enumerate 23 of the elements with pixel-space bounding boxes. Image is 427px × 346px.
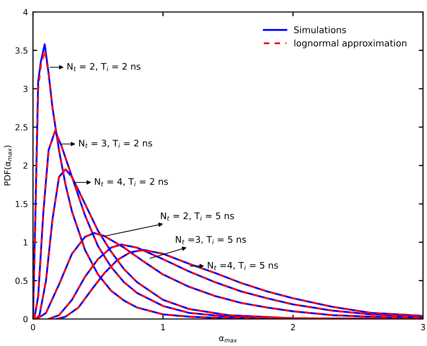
annotation: N$_{t}$ = 3, T$_{i}$ = 2 ns <box>79 140 152 148</box>
x-axis-title: α$_{max}$ <box>219 336 238 342</box>
y-tick-label: 2.5 <box>15 124 28 130</box>
y-axis-title: PDF(α$_{max}$) <box>4 146 12 186</box>
annotation: N$_{t}$ = 2, T$_{i}$ = 2 ns <box>67 62 140 72</box>
annotation: N$_{t}$ = 4, T$_{i}$ = 2 ns <box>94 178 168 186</box>
y-tick-label: 0.5 <box>15 278 28 284</box>
y-tick-label: 2 <box>23 162 28 169</box>
legend-label: lognormal approximation <box>294 40 406 48</box>
x-tick-label: 3 <box>420 324 425 330</box>
y-tick-label: 0 <box>23 316 28 322</box>
annotation: N$_{t}$ =3, T$_{i}$ = 5 ns <box>176 236 246 244</box>
annotation: N$_{t}$ = 2, T$_{i}$ = 5 ns <box>160 212 234 221</box>
annotation: N$_{t}$ =4, T$_{i}$ = 5 ns <box>208 262 278 270</box>
legend-label: Simulations <box>294 26 346 34</box>
y-tick-label: 1 <box>24 239 28 246</box>
y-tick-label: 3 <box>23 86 28 92</box>
y-tick-label: 3.5 <box>16 47 28 54</box>
y-tick-label: 1.5 <box>16 200 28 208</box>
x-tick-label: 0 <box>30 324 36 330</box>
x-tick-label: 2 <box>290 324 295 330</box>
x-tick-label: 1 <box>161 324 165 330</box>
y-tick-label: 4 <box>23 9 28 16</box>
